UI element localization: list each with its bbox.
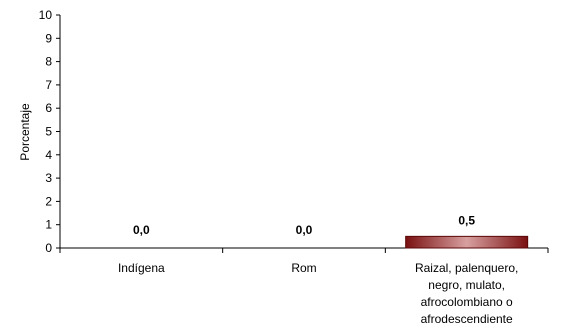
y-tick-label: 10 <box>39 8 53 22</box>
y-tick-label: 0 <box>45 241 52 255</box>
y-axis-label: Porcentaje <box>18 103 32 161</box>
y-tick-label: 4 <box>45 148 52 162</box>
x-tick-label: Raizal, palenquero, negro, mulato, afroc… <box>414 261 519 326</box>
y-tick-label: 5 <box>45 125 52 139</box>
bar <box>405 235 529 249</box>
y-tick-label: 1 <box>45 218 52 232</box>
data-label: 0,0 <box>133 223 150 237</box>
y-tick-label: 6 <box>45 101 52 115</box>
y-tick-label: 3 <box>45 171 52 185</box>
y-tick-label: 8 <box>45 55 52 69</box>
y-tick-label: 9 <box>45 31 52 45</box>
data-label: 0,0 <box>296 223 313 237</box>
x-tick-label: Rom <box>291 261 317 275</box>
y-tick-label: 2 <box>45 194 52 208</box>
y-tick-label: 7 <box>45 78 52 92</box>
x-tick-label: Indígena <box>117 261 165 275</box>
data-label: 0,5 <box>458 213 475 227</box>
